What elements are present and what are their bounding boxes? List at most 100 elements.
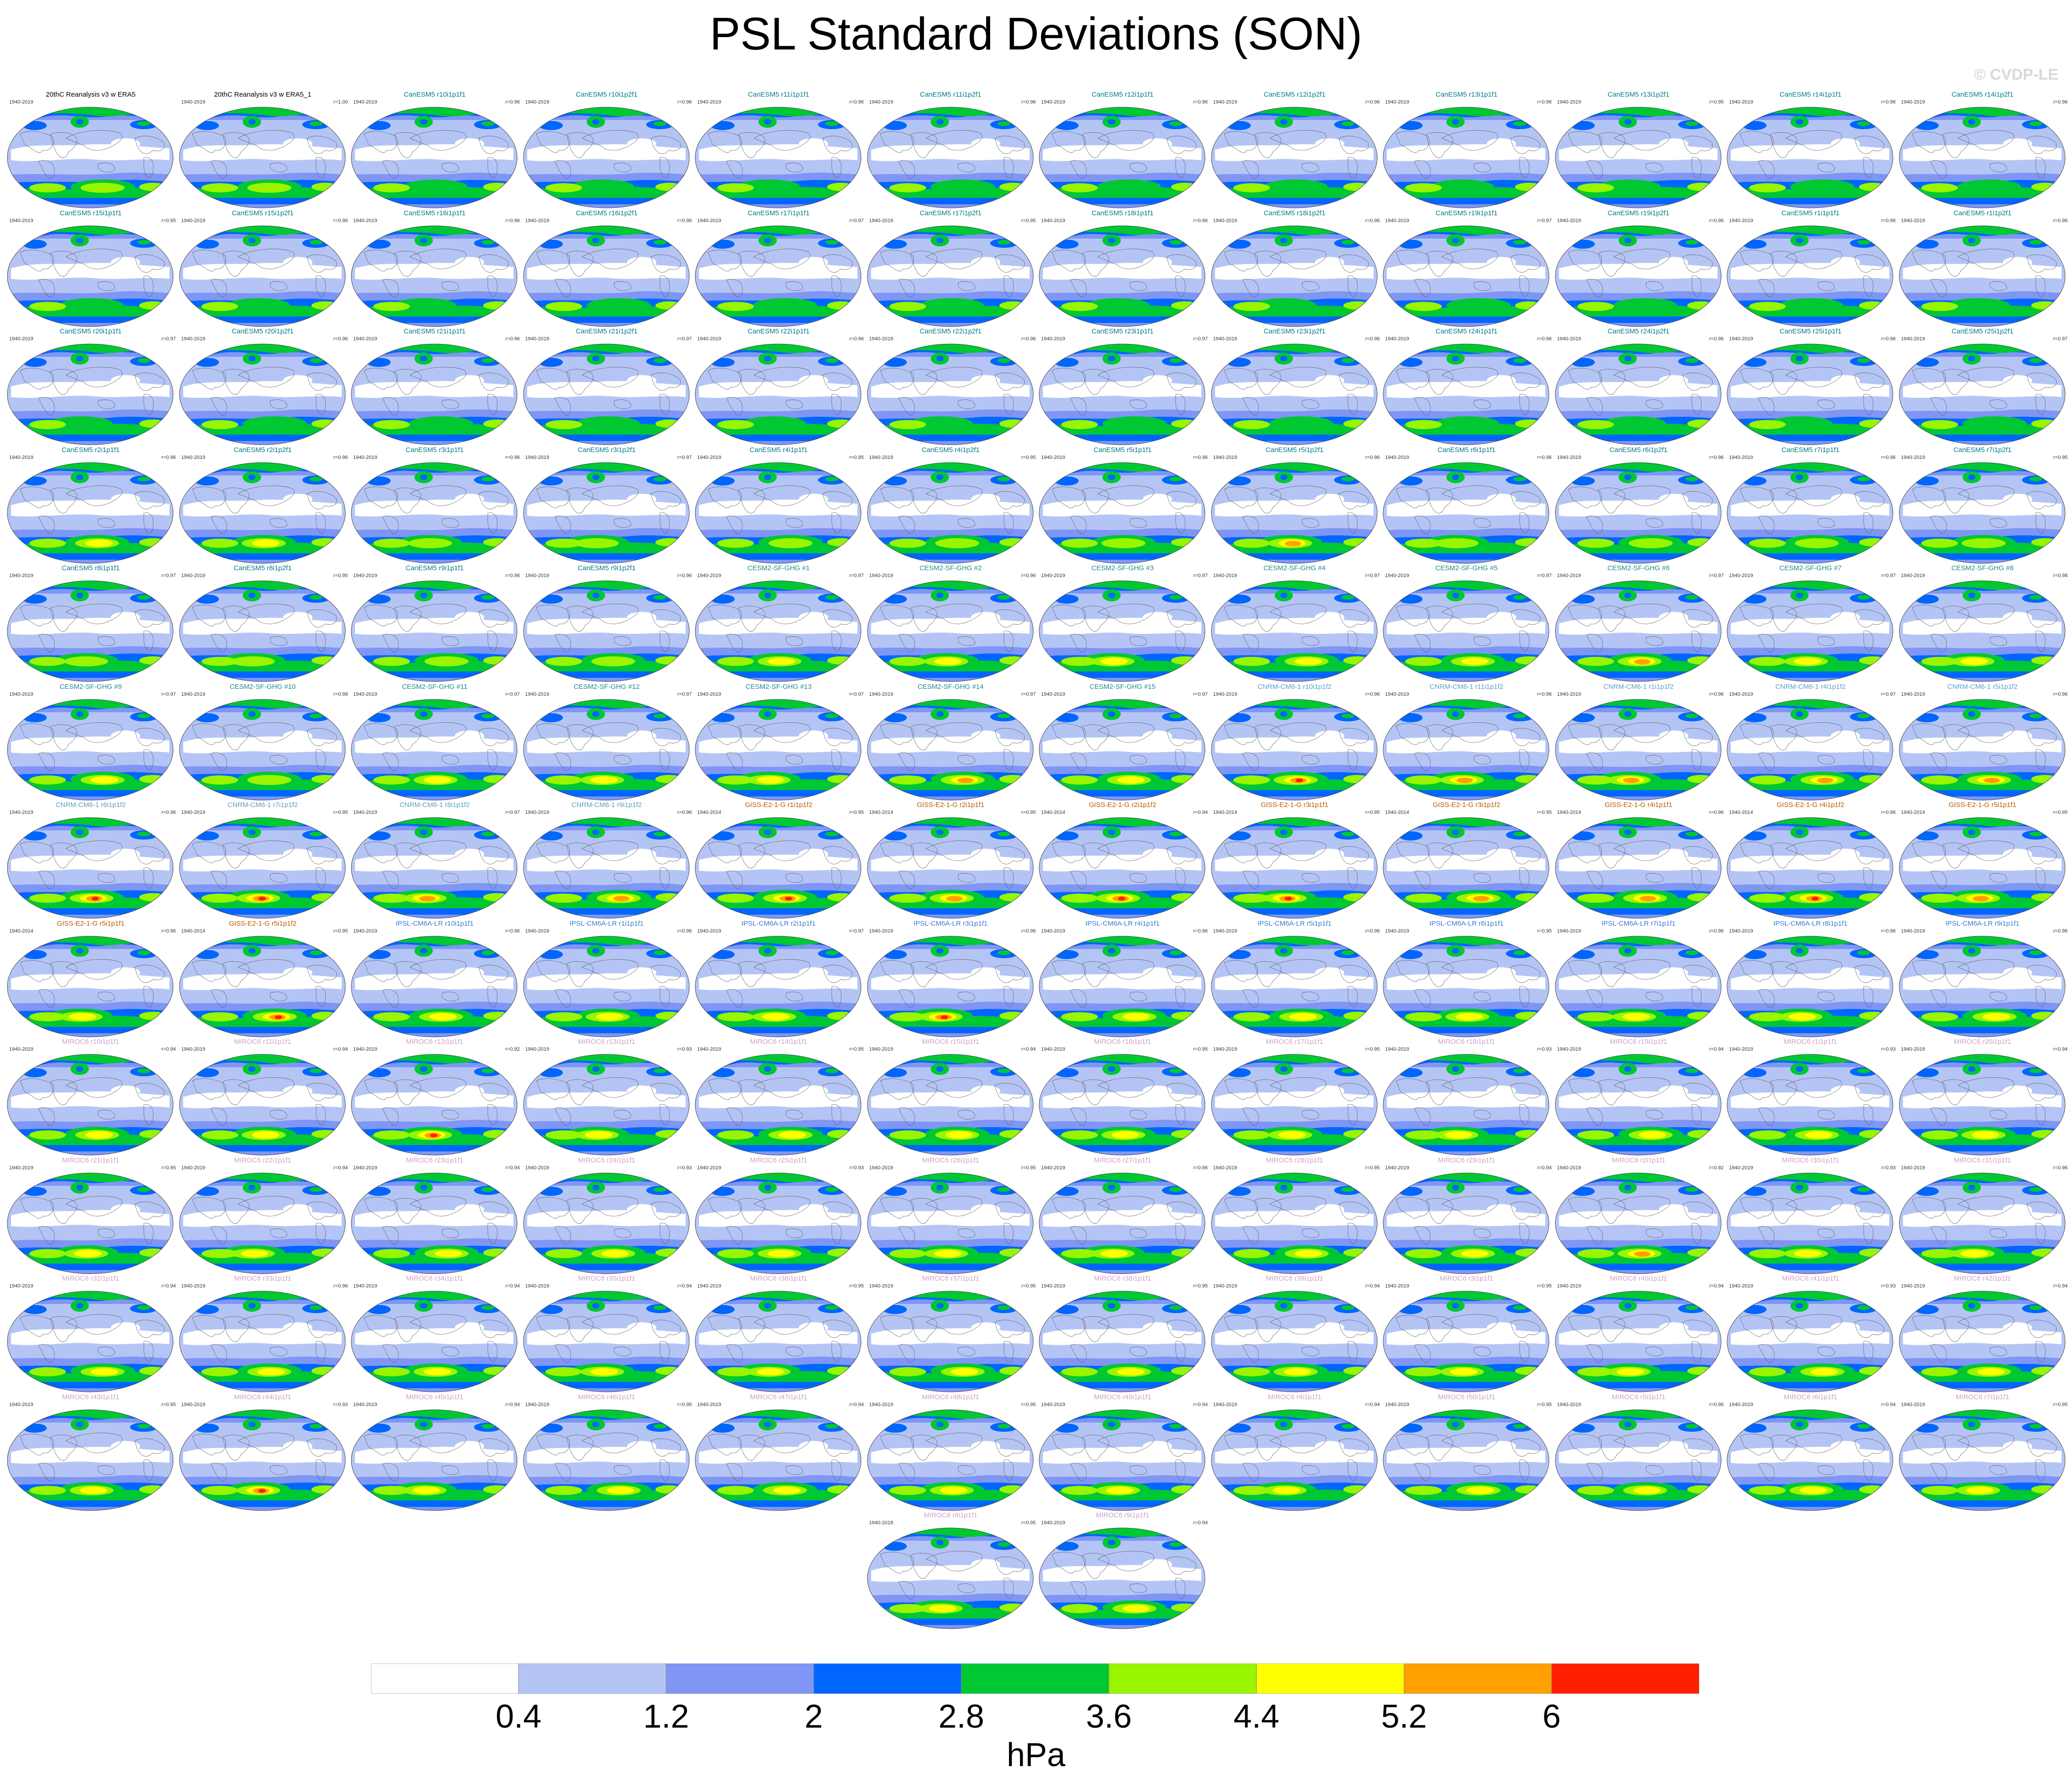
panel-years: 1940-2019 bbox=[1557, 928, 1581, 934]
panel-years: 1940-2019 bbox=[1041, 454, 1065, 460]
map-panel: GISS-E2-1-G r3i1p1f1 1940-2014 r=0.95 bbox=[1209, 801, 1381, 920]
robinson-map bbox=[1555, 936, 1721, 1037]
panel-years: 1940-2019 bbox=[9, 1283, 33, 1289]
map-panel: MIROC6 r43i1p1f1 1940-2019 r=0.95 bbox=[5, 1393, 177, 1512]
panel-pattern-correlation: r=0.93 bbox=[1881, 1283, 1896, 1289]
panel-title: GISS-E2-1-G r5i1p1f1 bbox=[1948, 801, 2017, 809]
panel-title: CanESM5 r5i1p1f1 bbox=[1093, 446, 1152, 454]
panel-pattern-correlation: r=0.96 bbox=[161, 454, 176, 460]
panel-pattern-correlation: r=0.94 bbox=[1193, 1402, 1208, 1407]
panel-pattern-correlation: r=0.94 bbox=[1193, 810, 1208, 815]
robinson-map bbox=[1039, 1054, 1205, 1156]
panel-title: CESM2-SF-GHG #10 bbox=[229, 682, 296, 691]
panel-title: CESM2-SF-GHG #3 bbox=[1091, 564, 1154, 572]
panel-pattern-correlation: r=0.96 bbox=[1709, 336, 1724, 342]
panel-title: 20thC Reanalysis v3 w ERA5_1 bbox=[214, 91, 311, 98]
map-panel: MIROC6 r46i1p1f1 1940-2019 r=0.95 bbox=[521, 1393, 693, 1512]
panel-pattern-correlation: r=0.96 bbox=[333, 218, 348, 224]
panel-years: 1940-2019 bbox=[697, 336, 721, 342]
map-panel: CanESM5 r18i1p1f1 1940-2019 r=0.96 bbox=[1036, 209, 1209, 328]
robinson-map bbox=[351, 1291, 518, 1392]
panel-pattern-correlation: r=0.97 bbox=[505, 691, 520, 697]
map-panel: CanESM5 r3i1p1f1 1940-2019 r=0.96 bbox=[349, 446, 521, 565]
panel-pattern-correlation: r=0.96 bbox=[505, 336, 520, 342]
robinson-map bbox=[695, 580, 862, 682]
robinson-map bbox=[1211, 1291, 1377, 1392]
map-panel: CanESM5 r12i1p2f1 1940-2019 r=0.96 bbox=[1209, 91, 1381, 210]
robinson-map bbox=[351, 699, 518, 800]
colorbar-tick-label: 0.4 bbox=[496, 1698, 542, 1735]
panel-pattern-correlation: r=0.96 bbox=[1881, 99, 1896, 105]
map-panel: GISS-E2-1-G r2i1p1f1 1940-2014 r=0.95 bbox=[865, 801, 1037, 920]
panel-title: CanESM5 r6i1p1f1 bbox=[1437, 446, 1496, 454]
robinson-map bbox=[523, 817, 689, 919]
robinson-map bbox=[1383, 225, 1549, 327]
robinson-map bbox=[179, 1291, 345, 1392]
map-panel: CanESM5 r19i1p2f1 1940-2019 r=0.96 bbox=[1553, 209, 1725, 328]
robinson-map bbox=[351, 580, 518, 682]
panel-years: 1940-2019 bbox=[1385, 691, 1409, 697]
panel-years: 1940-2019 bbox=[1385, 1283, 1409, 1289]
panel-pattern-correlation: r=0.97 bbox=[1193, 573, 1208, 578]
panel-title: MIROC6 r30i1p1f1 bbox=[1782, 1156, 1839, 1164]
map-panel: CanESM5 r10i1p2f1 1940-2019 r=0.96 bbox=[521, 91, 693, 210]
robinson-map bbox=[7, 699, 174, 800]
panel-pattern-correlation: r=0.96 bbox=[1709, 691, 1724, 697]
panel-pattern-correlation: r=0.96 bbox=[1365, 454, 1380, 460]
panel-title: GISS-E2-1-G r3i1p1f2 bbox=[1433, 801, 1500, 809]
panel-title: MIROC6 r26i1p1f1 bbox=[921, 1156, 980, 1164]
robinson-map bbox=[179, 1173, 345, 1274]
map-panel: CESM2-SF-GHG #9 1940-2019 r=0.97 bbox=[5, 683, 177, 802]
panel-title: CanESM5 r1i1p2f1 bbox=[1953, 209, 2012, 217]
robinson-map bbox=[523, 344, 689, 445]
panel-years: 1940-2019 bbox=[353, 573, 377, 578]
map-panel: MIROC6 r21i1p1f1 1940-2019 r=0.95 bbox=[5, 1156, 177, 1276]
panel-pattern-correlation: r=0.97 bbox=[1537, 573, 1552, 578]
panel-years: 1940-2019 bbox=[697, 218, 721, 224]
panel-title: CESM2-SF-GHG #11 bbox=[402, 682, 468, 691]
panel-years: 1940-2019 bbox=[697, 573, 721, 578]
map-panel: MIROC6 r42i1p1f1 1940-2019 r=0.94 bbox=[1897, 1275, 2069, 1394]
panel-years: 1940-2019 bbox=[1213, 1402, 1238, 1407]
panel-pattern-correlation: r=0.96 bbox=[849, 336, 864, 342]
panel-years: 1940-2019 bbox=[1901, 1165, 1925, 1171]
robinson-map bbox=[179, 1054, 345, 1156]
map-panel: CanESM5 r5i1p1f1 1940-2019 r=0.96 bbox=[1036, 446, 1209, 565]
panel-title: MIROC6 r25i1p1f1 bbox=[750, 1156, 807, 1164]
panel-title: MIROC6 r13i1p1f1 bbox=[578, 1038, 636, 1046]
panel-pattern-correlation: r=0.96 bbox=[1881, 810, 1896, 815]
panel-title: IPSL-CM6A-LR r10i1p1f1 bbox=[395, 919, 474, 927]
panel-pattern-correlation: r=0.96 bbox=[505, 573, 520, 578]
panel-title: MIROC6 r21i1p1f1 bbox=[62, 1156, 120, 1164]
robinson-map bbox=[523, 1173, 689, 1274]
map-panel: CanESM5 r14i1p1f1 1940-2019 r=0.96 bbox=[1724, 91, 1897, 210]
robinson-map bbox=[695, 936, 862, 1037]
panel-pattern-correlation: r=0.95 bbox=[1365, 1047, 1380, 1052]
panel-pattern-correlation: r=0.96 bbox=[1365, 218, 1380, 224]
panel-title: MIROC6 r44i1p1f1 bbox=[234, 1393, 292, 1401]
map-panel: 20thC Reanalysis v3 w ERA5_1 1940-2019 r=1… bbox=[177, 91, 349, 210]
panel-years: 1940-2019 bbox=[9, 336, 33, 342]
robinson-map bbox=[1039, 817, 1205, 919]
colorbar-box bbox=[665, 1663, 814, 1694]
panel-pattern-correlation: r=0.96 bbox=[1709, 218, 1724, 224]
robinson-map bbox=[351, 344, 518, 445]
panel-years: 1940-2014 bbox=[1385, 810, 1409, 815]
map-panel: CNRM-CM6-1 r8i1p1f2 1940-2019 r=0.97 bbox=[349, 801, 521, 920]
panel-title: MIROC6 r15i1p1f1 bbox=[921, 1038, 980, 1046]
map-panel: IPSL-CM6A-LR r1i1p1f1 1940-2019 r=0.96 bbox=[521, 920, 693, 1039]
panel-title: CanESM5 r13i1p1f1 bbox=[1435, 91, 1498, 98]
panel-years: 1940-2019 bbox=[9, 573, 33, 578]
panel-pattern-correlation: r=0.96 bbox=[1193, 454, 1208, 460]
panel-years: 1940-2019 bbox=[1041, 1402, 1065, 1407]
panel-title: CanESM5 r11i1p1f1 bbox=[748, 91, 809, 98]
map-panel: MIROC6 r34i1p1f1 1940-2019 r=0.94 bbox=[349, 1275, 521, 1394]
panel-pattern-correlation: r=0.94 bbox=[1881, 1402, 1896, 1407]
robinson-map bbox=[1899, 1054, 2065, 1156]
robinson-map bbox=[1899, 1291, 2065, 1392]
robinson-map bbox=[867, 936, 1033, 1037]
map-panel: 20thC Reanalysis v3 w ERA5 1940-2019 bbox=[5, 91, 177, 210]
robinson-map bbox=[695, 699, 862, 800]
panel-pattern-correlation: r=0.96 bbox=[849, 99, 864, 105]
robinson-map bbox=[523, 462, 689, 563]
